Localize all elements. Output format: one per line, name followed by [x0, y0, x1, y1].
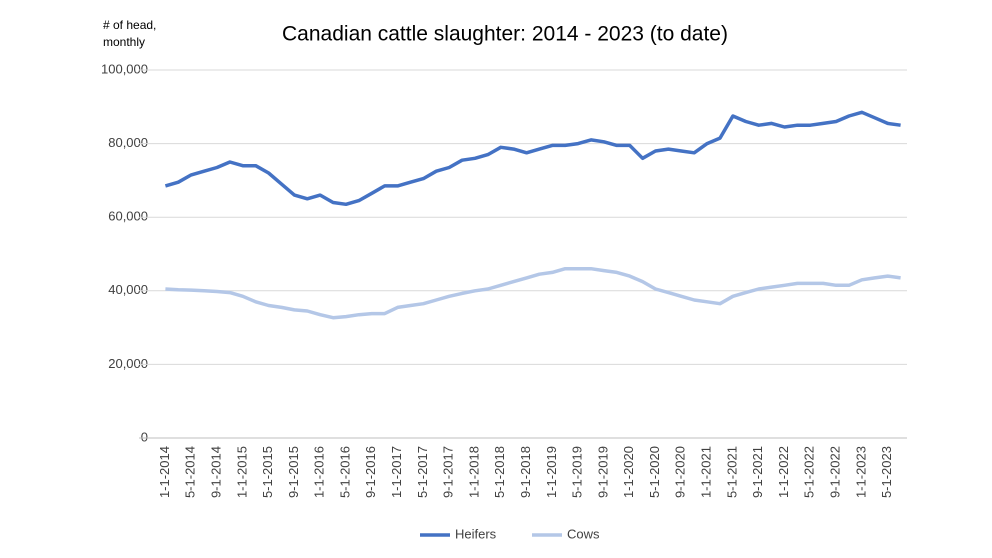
x-tick-label: 9-1-2017 [441, 446, 456, 498]
x-tick-label: 9-1-2019 [595, 446, 610, 498]
x-tick-label: 1-1-2016 [312, 446, 327, 498]
y-tick-label: 0 [141, 429, 148, 444]
x-tick-label: 5-1-2019 [570, 446, 585, 498]
x-tick-label: 9-1-2014 [208, 446, 223, 498]
x-tick-label: 5-1-2017 [415, 446, 430, 498]
y-tick-label: 20,000 [108, 356, 148, 371]
x-tick-label: 1-1-2020 [621, 446, 636, 498]
x-tick-label: 9-1-2022 [828, 446, 843, 498]
x-tick-label: 9-1-2016 [363, 446, 378, 498]
x-tick-label: 5-1-2020 [647, 446, 662, 498]
x-tick-label: 1-1-2017 [389, 446, 404, 498]
line-series [164, 110, 901, 207]
y-tick-label: 40,000 [108, 282, 148, 297]
line-series [165, 266, 901, 320]
y-tick-label: 60,000 [108, 209, 148, 224]
x-tick-label: 5-1-2016 [337, 446, 352, 498]
x-tick-label: 9-1-2018 [518, 446, 533, 498]
y-axis-label: # of head, monthly [103, 18, 157, 49]
x-tick-label: 9-1-2015 [286, 446, 301, 498]
y-tick-label: 80,000 [108, 135, 148, 150]
x-tick-label: 1-1-2014 [157, 446, 172, 498]
x-tick-label: 1-1-2021 [699, 446, 714, 498]
y-tick-label: 100,000 [101, 61, 148, 76]
x-tick-label: 5-1-2018 [492, 446, 507, 498]
x-tick-label: 9-1-2020 [673, 446, 688, 498]
x-tick-label: 1-1-2022 [776, 446, 791, 498]
x-tick-label: 1-1-2015 [234, 446, 249, 498]
x-tick-label: 5-1-2014 [183, 446, 198, 498]
x-tick-label: 5-1-2023 [879, 446, 894, 498]
x-tick-label: 1-1-2023 [853, 446, 868, 498]
x-tick-label: 1-1-2019 [544, 446, 559, 498]
x-tick-label: 1-1-2018 [466, 446, 481, 498]
chart-title: Canadian cattle slaughter: 2014 - 2023 (… [282, 23, 728, 46]
x-tick-label: 5-1-2021 [724, 446, 739, 498]
x-tick-label: 5-1-2015 [260, 446, 275, 498]
legend-label: Cows [567, 526, 600, 541]
x-tick-label: 9-1-2021 [750, 446, 765, 498]
legend-label: Heifers [455, 526, 497, 541]
x-tick-label: 5-1-2022 [802, 446, 817, 498]
